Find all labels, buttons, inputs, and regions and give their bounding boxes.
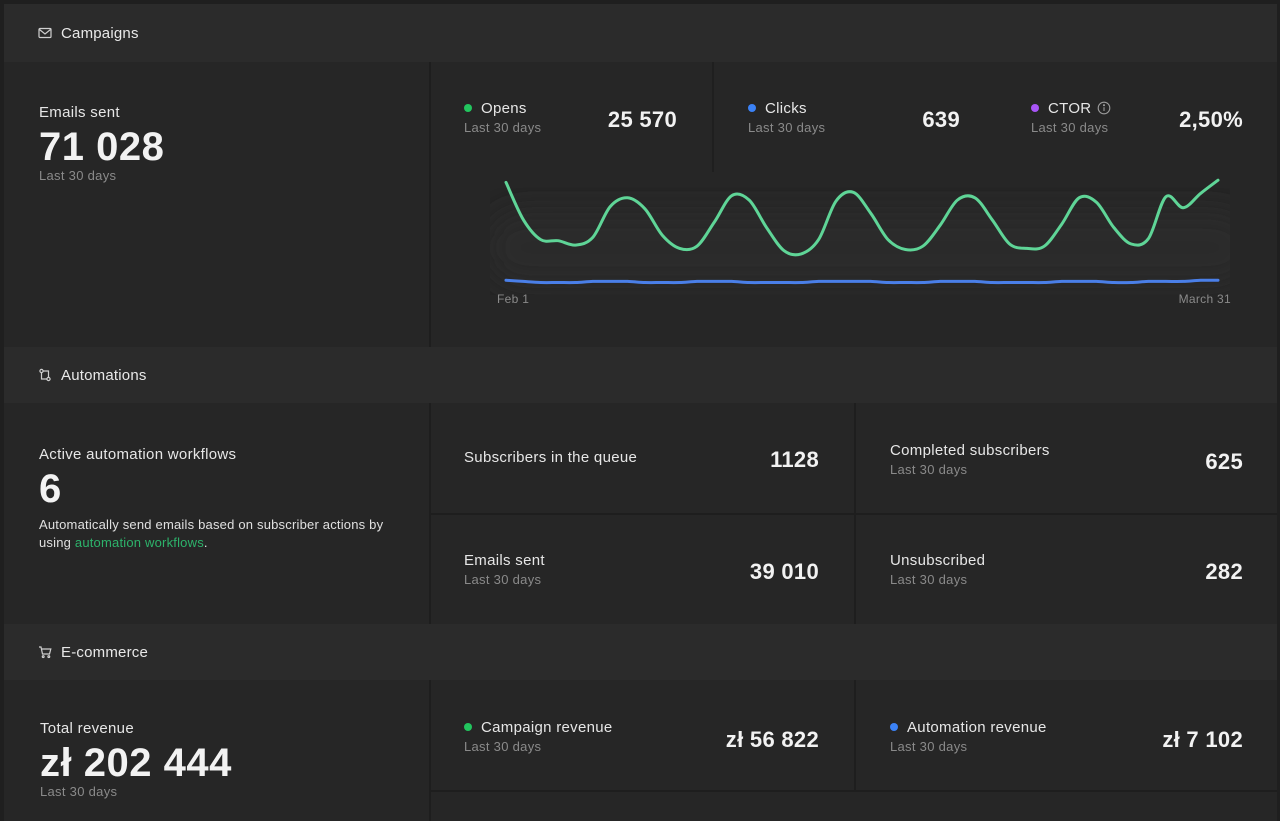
- chart-x-start-label: Feb 1: [497, 292, 530, 306]
- workflow-icon: [38, 368, 52, 382]
- divider: [429, 62, 431, 347]
- total-revenue-label: Total revenue: [40, 720, 134, 737]
- ctor-value: 2,50%: [1179, 107, 1243, 132]
- campaigns-title: Campaigns: [61, 24, 139, 42]
- divider: [712, 62, 714, 172]
- completed-label: Completed subscribers: [890, 442, 1050, 459]
- automations-title: Automations: [61, 366, 147, 384]
- active-workflows-value: 6: [39, 467, 62, 511]
- clicks-label: Clicks: [765, 100, 807, 117]
- automation-revenue-dot: [890, 723, 898, 731]
- divider: [431, 513, 1277, 515]
- automation-revenue-value: zł 7 102: [1162, 727, 1243, 752]
- campaigns-header[interactable]: Campaigns: [4, 4, 1277, 62]
- campaign-revenue-value: zł 56 822: [725, 727, 819, 752]
- active-workflows-description: Automatically send emails based on subsc…: [39, 516, 399, 552]
- clicks-value: 639: [922, 107, 960, 132]
- total-revenue-value: zł 202 444: [40, 741, 232, 785]
- clicks-period: Last 30 days: [748, 120, 826, 135]
- ecommerce-title: E-commerce: [61, 643, 149, 661]
- automation-emails-label: Emails sent: [464, 552, 545, 569]
- completed-card: Completed subscribers Last 30 days: [890, 442, 1050, 477]
- completed-period: Last 30 days: [890, 462, 968, 477]
- campaign-revenue-card[interactable]: Campaign revenue Last 30 days: [464, 719, 613, 754]
- emails-sent-value: 71 028: [39, 125, 165, 169]
- unsubscribed-card: Unsubscribed Last 30 days: [890, 552, 985, 587]
- description-text: Automatically send emails based on subsc…: [39, 517, 384, 550]
- campaign-chart: [490, 178, 1230, 285]
- campaign-revenue-label: Campaign revenue: [481, 719, 613, 736]
- emails-sent-label: Emails sent: [39, 104, 120, 121]
- completed-value: 625: [1205, 449, 1243, 474]
- opens-period: Last 30 days: [464, 120, 542, 135]
- automation-emails-period: Last 30 days: [464, 572, 542, 587]
- total-revenue-period: Last 30 days: [40, 784, 118, 799]
- divider: [854, 680, 856, 791]
- chart-x-end-label: March 31: [1178, 292, 1231, 306]
- queue-label: Subscribers in the queue: [464, 449, 638, 466]
- ctor-period: Last 30 days: [1031, 120, 1109, 135]
- opens-value: 25 570: [607, 107, 677, 132]
- automation-revenue-card[interactable]: Automation revenue Last 30 days: [890, 719, 1047, 754]
- emails-sent-card: Emails sent 71 028 Last 30 days: [39, 104, 164, 183]
- cart-icon: [38, 645, 52, 659]
- emails-sent-period: Last 30 days: [39, 168, 117, 183]
- divider: [429, 680, 431, 821]
- automation-emails-value: 39 010: [749, 559, 819, 584]
- series-line-clicks: [504, 278, 1220, 285]
- unsubscribed-label: Unsubscribed: [890, 552, 986, 569]
- mail-icon: [38, 26, 52, 40]
- ecommerce-header[interactable]: E-commerce: [4, 624, 1277, 680]
- active-workflows-card: Active automation workflows 6 Automatica…: [39, 446, 399, 552]
- ctor-label: CTOR: [1048, 100, 1092, 117]
- clicks-metric[interactable]: Clicks Last 30 days: [748, 100, 825, 135]
- divider: [429, 403, 431, 624]
- automation-emails-card: Emails sent Last 30 days: [464, 552, 545, 587]
- automations-header[interactable]: Automations: [4, 347, 1277, 403]
- unsubscribed-value: 282: [1205, 559, 1243, 584]
- unsubscribed-period: Last 30 days: [890, 572, 968, 587]
- clicks-dot: [748, 104, 756, 112]
- ctor-dot: [1031, 104, 1039, 112]
- opens-dot: [464, 104, 472, 112]
- campaign-revenue-period: Last 30 days: [464, 739, 542, 754]
- description-end: .: [203, 535, 208, 550]
- dashboard: [4, 4, 1277, 821]
- campaign-revenue-dot: [464, 723, 472, 731]
- opens-label: Opens: [481, 100, 527, 117]
- info-icon[interactable]: [1097, 101, 1111, 115]
- divider: [431, 790, 1277, 792]
- automation-workflows-link[interactable]: automation workflows: [74, 535, 204, 550]
- automation-revenue-label: Automation revenue: [907, 719, 1047, 736]
- series-line-opens: [504, 178, 1220, 257]
- chart-glow: [490, 210, 1230, 285]
- ctor-metric[interactable]: CTOR Last 30 days: [1031, 100, 1111, 135]
- active-workflows-label: Active automation workflows: [39, 446, 237, 463]
- opens-metric[interactable]: Opens Last 30 days: [464, 100, 541, 135]
- automation-revenue-period: Last 30 days: [890, 739, 968, 754]
- total-revenue-card: Total revenue zł 202 444 Last 30 days: [40, 720, 232, 799]
- queue-value: 1128: [770, 447, 819, 472]
